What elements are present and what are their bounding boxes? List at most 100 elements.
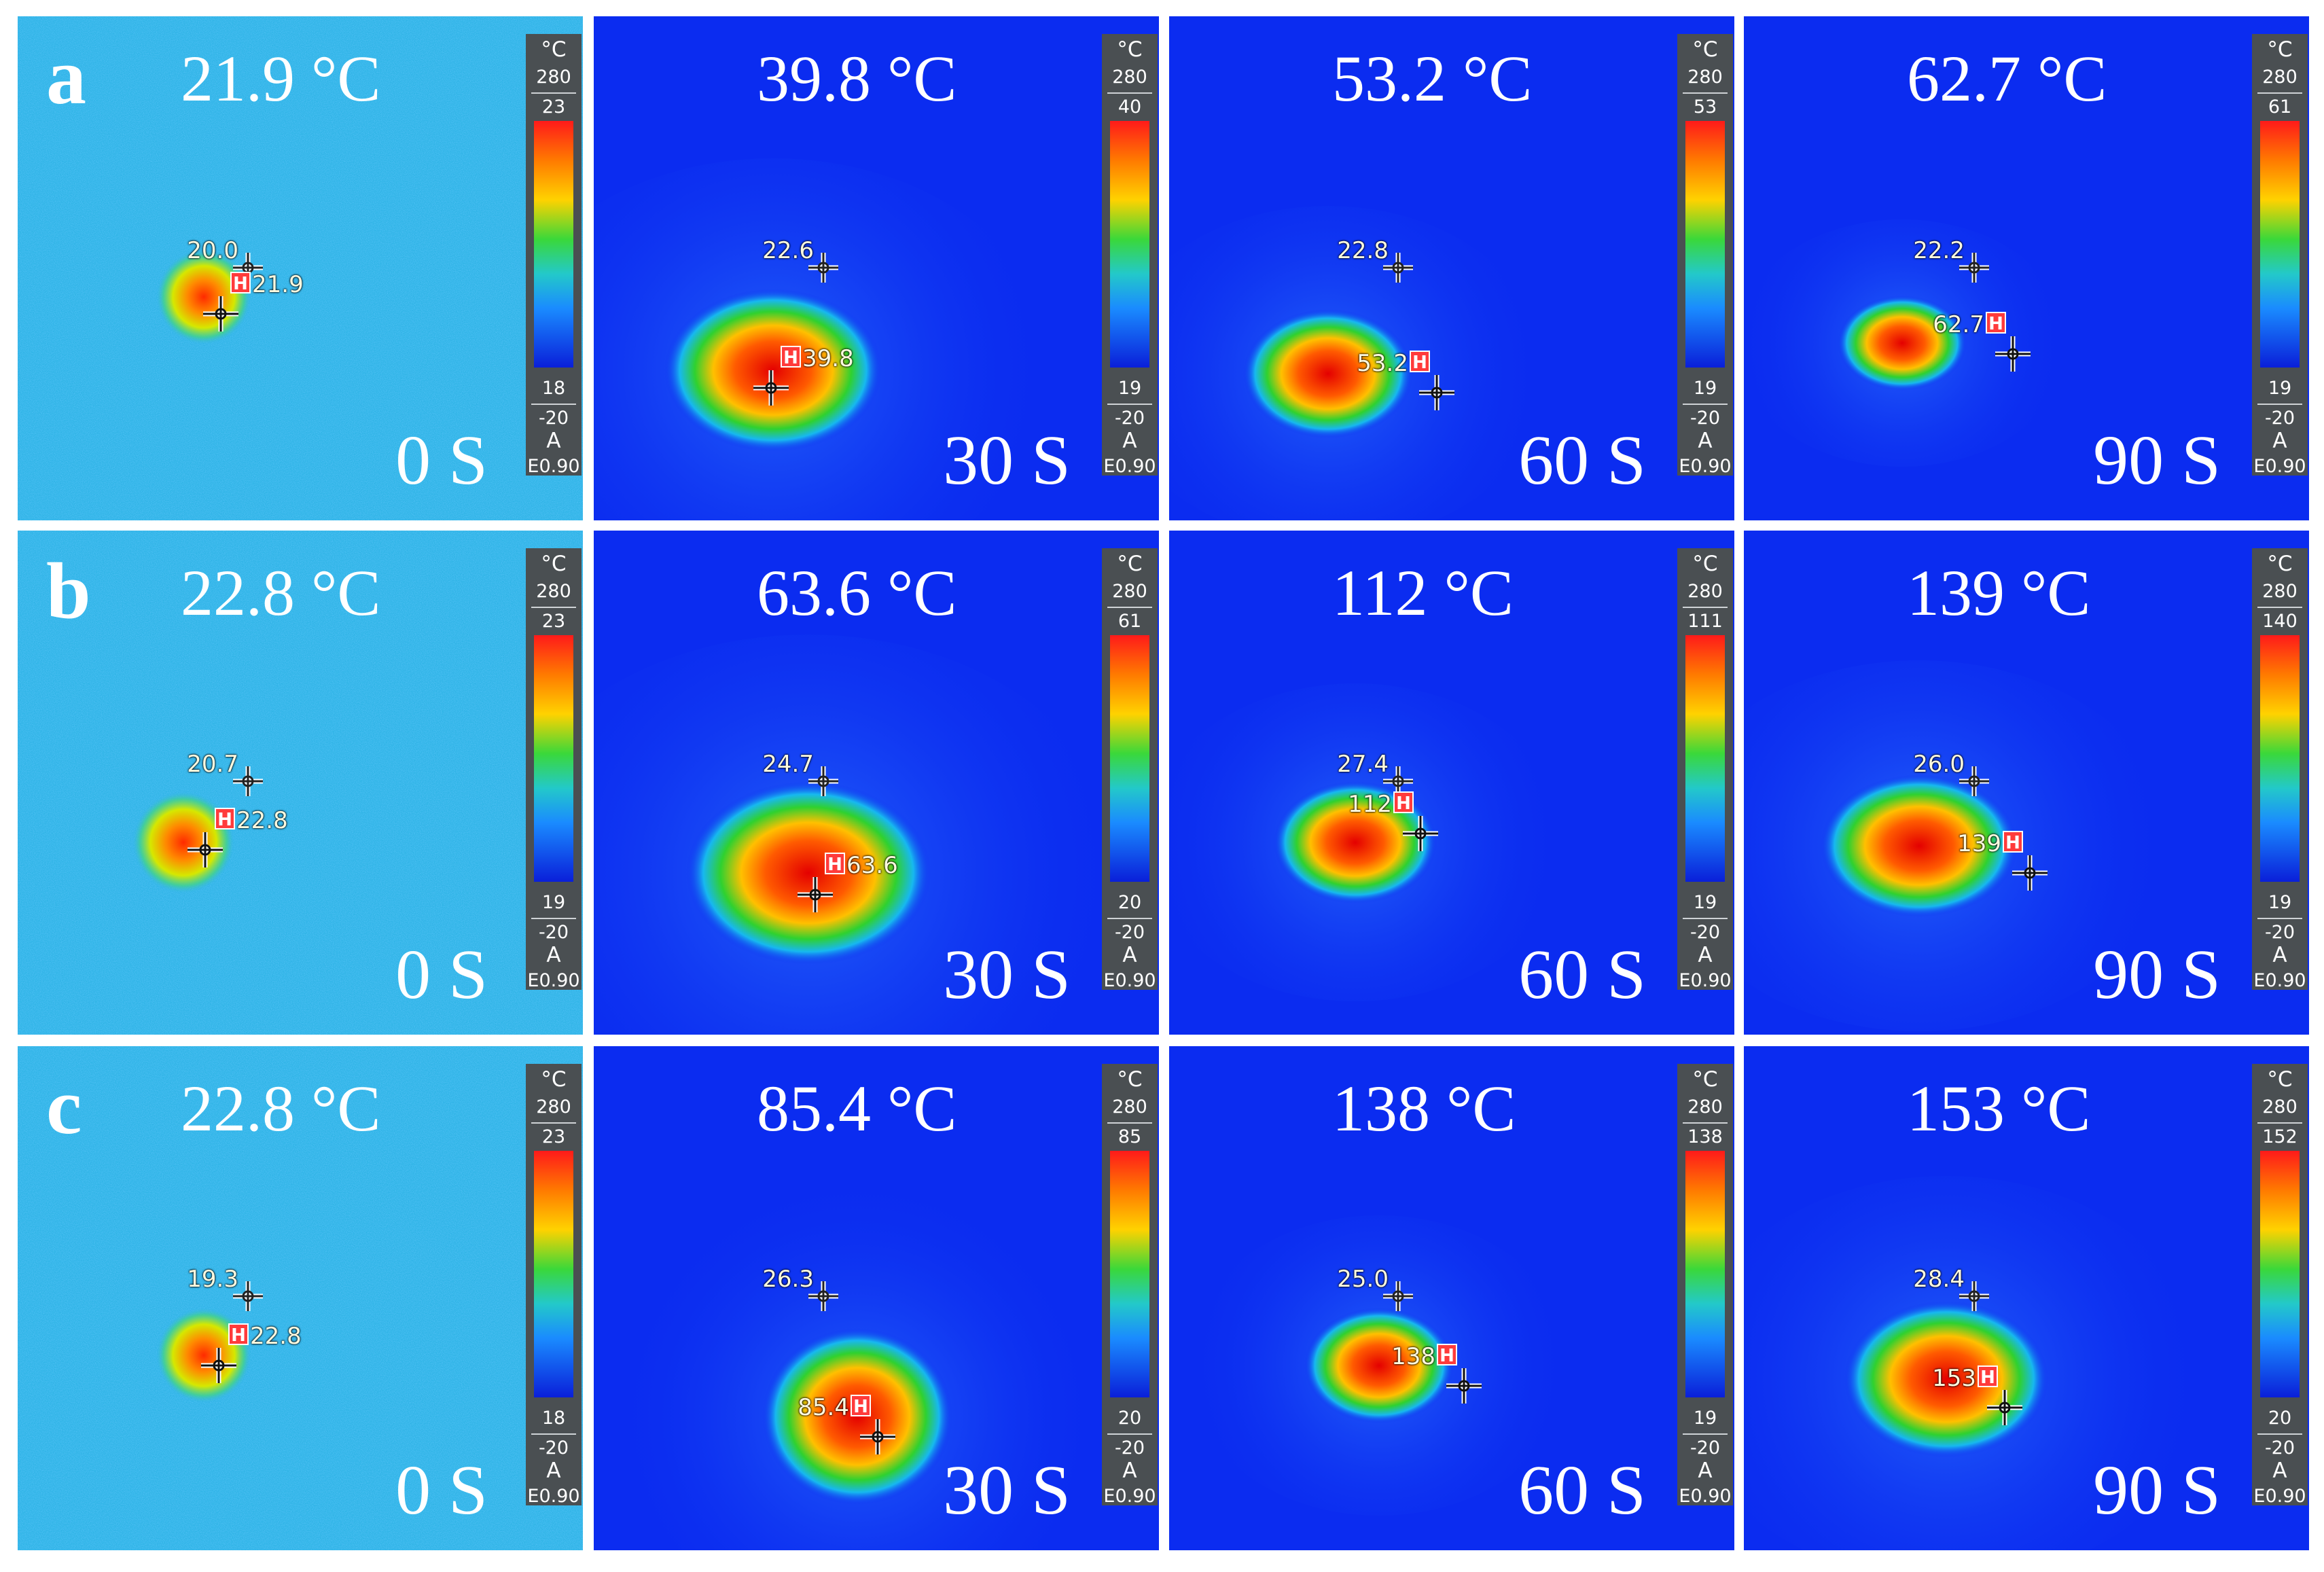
colorbar-scale-max: 61: [2268, 96, 2292, 118]
hot-spot-crosshair-icon: [1987, 1390, 2022, 1425]
colorbar-range-min: -20: [2264, 922, 2295, 943]
thermal-image: [594, 16, 1159, 520]
divider: [531, 92, 576, 94]
reference-crosshair-icon: [1959, 1281, 1989, 1311]
hot-spot: [1304, 1308, 1454, 1423]
elapsed-time-label: 30 S: [943, 1451, 1071, 1529]
hot-spot-h-icon: H: [825, 853, 845, 875]
temperature-colorbar: °C 280 53 19 -20 A E0.90: [1677, 34, 1733, 476]
hot-spot: [156, 1301, 251, 1410]
hot-spot: [686, 781, 931, 965]
colorbar-scale-max: 23: [541, 96, 566, 118]
colorbar-scale-max: 152: [2262, 1126, 2298, 1147]
hot-spot-crosshair-icon: [1995, 336, 2031, 372]
colorbar-mode: A: [1698, 1459, 1713, 1483]
elapsed-time-label: 60 S: [1518, 421, 1646, 499]
colorbar-gradient: [1685, 121, 1725, 368]
reference-crosshair-icon: [1383, 766, 1413, 796]
colorbar-scale-min: 18: [541, 1408, 566, 1429]
max-temperature-title: 139 °C: [1907, 556, 2091, 629]
colorbar-scale-max: 40: [1118, 96, 1142, 118]
hot-temperature-value: 139: [1957, 830, 2001, 857]
colorbar-range-min: -20: [1114, 1437, 1145, 1459]
colorbar-mode: A: [2272, 943, 2287, 967]
elapsed-time-label: 90 S: [2093, 1451, 2221, 1529]
thermal-panel-c-4: 153 °C 90 S °C 280 152 20 -20 A E0.90 28.4…: [1744, 1046, 2309, 1550]
emissivity-label: E0.90: [1679, 1486, 1732, 1507]
hot-temperature-value: 39.8: [802, 345, 854, 372]
reference-crosshair-icon: [808, 766, 838, 796]
temperature-colorbar: °C 280 152 20 -20 A E0.90: [2252, 1064, 2308, 1505]
colorbar-range-max: 280: [2262, 581, 2298, 602]
emissivity-label: E0.90: [527, 456, 580, 477]
colorbar-scale-min: 20: [1118, 892, 1142, 913]
elapsed-time-label: 0 S: [395, 935, 488, 1014]
thermal-image: [594, 1046, 1159, 1550]
thermal-image: [1744, 531, 2309, 1035]
colorbar-scale-min: 20: [1118, 1408, 1142, 1429]
colorbar-gradient: [2260, 1151, 2300, 1397]
colorbar-scale-min: 19: [1693, 892, 1717, 913]
temperature-colorbar: °C 280 111 19 -20 A E0.90: [1677, 548, 1733, 990]
reference-temperature-value: 24.7: [762, 751, 814, 778]
divider: [1107, 1433, 1152, 1435]
max-temperature-title: 85.4 °C: [757, 1072, 957, 1145]
hot-spot: [1844, 1301, 2048, 1457]
colorbar-scale-min: 20: [2268, 1408, 2292, 1429]
colorbar-scale-max: 23: [541, 611, 566, 632]
colorbar-range-min: -20: [538, 408, 569, 429]
reference-temperature-value: 27.4: [1337, 751, 1389, 778]
colorbar-range-min: -20: [1114, 922, 1145, 943]
thermal-panel-c-2: 85.4 °C 30 S °C 280 85 20 -20 A E0.90 26.3…: [594, 1046, 1159, 1550]
divider: [1683, 92, 1728, 94]
hot-spot-h-icon: H: [1393, 791, 1414, 814]
emissivity-label: E0.90: [1103, 970, 1156, 991]
divider: [1107, 607, 1152, 608]
colorbar-range-max: 280: [536, 67, 571, 88]
temperature-colorbar: °C 280 140 19 -20 A E0.90: [2252, 548, 2308, 990]
colorbar-range-max: 280: [1687, 67, 1723, 88]
colorbar-unit: °C: [1117, 552, 1143, 576]
reference-crosshair-icon: [233, 1281, 263, 1311]
colorbar-gradient: [1685, 1151, 1725, 1397]
elapsed-time-label: 60 S: [1518, 935, 1646, 1014]
thermal-image: [1744, 1046, 2309, 1550]
max-temperature-title: 112 °C: [1332, 556, 1514, 629]
colorbar-gradient: [534, 121, 573, 368]
emissivity-label: E0.90: [2253, 1486, 2306, 1507]
colorbar-unit: °C: [2267, 552, 2293, 576]
colorbar-range-min: -20: [2264, 408, 2295, 429]
colorbar-gradient: [534, 1151, 573, 1397]
elapsed-time-label: 30 S: [943, 935, 1071, 1014]
colorbar-mode: A: [2272, 1459, 2287, 1483]
colorbar-gradient: [1110, 121, 1149, 368]
colorbar-range-min: -20: [1690, 922, 1721, 943]
temperature-colorbar: °C 280 40 19 -20 A E0.90: [1102, 34, 1158, 476]
hot-spot: [1838, 296, 1967, 391]
hot-spot-crosshair-icon: [1403, 816, 1438, 851]
hot-spot-crosshair-icon: [203, 296, 238, 332]
hot-spot: [1243, 309, 1413, 438]
hot-spot-crosshair-icon: [1419, 375, 1454, 410]
colorbar-range-max: 280: [536, 1096, 571, 1118]
thermal-panel-c-1: c 22.8 °C 0 S °C 280 23 18 -20 A E0.90 19.3…: [18, 1046, 583, 1550]
sensor-noise: [18, 1046, 583, 1550]
divider: [1107, 92, 1152, 94]
divider: [2257, 92, 2302, 94]
colorbar-unit: °C: [1117, 37, 1143, 62]
hot-spot-crosshair-icon: [860, 1419, 895, 1454]
divider: [1107, 1122, 1152, 1124]
elapsed-time-label: 30 S: [943, 421, 1071, 499]
divider: [1107, 404, 1152, 405]
hot-temperature-value: 22.8: [250, 1323, 302, 1350]
thermal-image: [18, 1046, 583, 1550]
thermal-panel-a-2: 39.8 °C 30 S °C 280 40 19 -20 A E0.90 22.6…: [594, 16, 1159, 520]
hot-temperature-value: 138: [1391, 1343, 1435, 1370]
colorbar-unit: °C: [1692, 1067, 1718, 1092]
hot-spot-crosshair-icon: [187, 832, 223, 868]
colorbar-range-max: 280: [1687, 581, 1723, 602]
hot-temperature-value: 22.8: [236, 807, 288, 834]
sensor-noise: [18, 16, 583, 520]
colorbar-range-max: 280: [2262, 67, 2298, 88]
colorbar-scale-max: 85: [1118, 1126, 1142, 1147]
